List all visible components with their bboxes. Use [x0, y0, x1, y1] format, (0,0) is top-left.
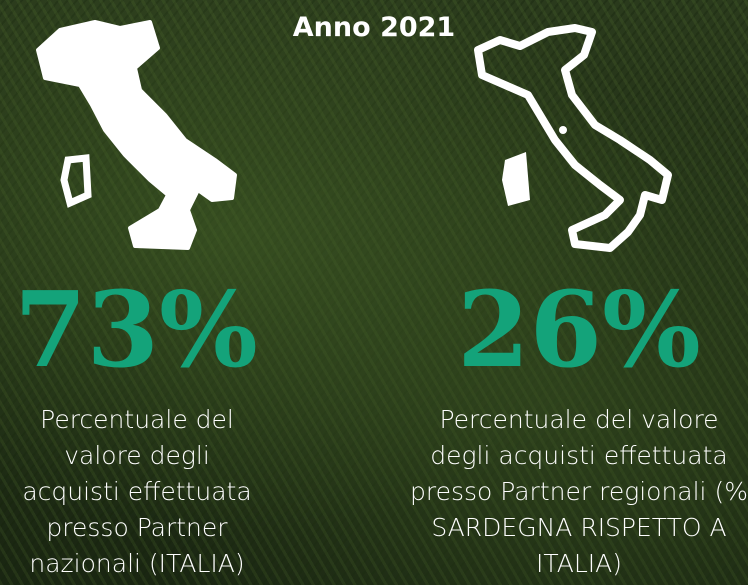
- title: Anno 2021: [292, 12, 456, 43]
- map-dot: [559, 126, 567, 134]
- stat-value: 73%: [14, 268, 258, 391]
- italy-map-filled: [36, 20, 237, 250]
- stat-value: 26%: [457, 268, 701, 391]
- stat-description: Percentuale del valore degli acquisti ef…: [410, 405, 748, 578]
- sardinia-highlight: [502, 152, 530, 206]
- stat-description: Percentuale del valore degli acquisti ef…: [22, 405, 252, 578]
- italy-map-outline: [474, 24, 672, 252]
- sardinia-filled: [60, 154, 92, 208]
